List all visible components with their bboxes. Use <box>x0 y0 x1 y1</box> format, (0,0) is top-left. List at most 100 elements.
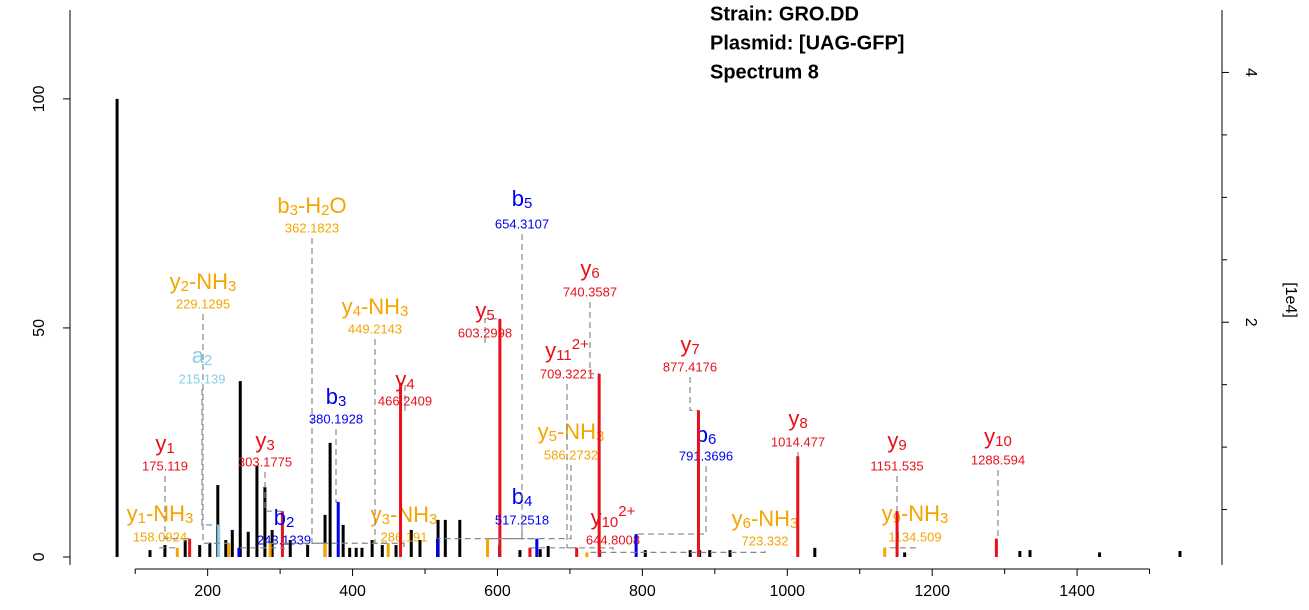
ion-label-part: 5 <box>486 307 494 324</box>
mz-label: 175.119 <box>142 458 188 473</box>
mz-label: 243.1339 <box>257 532 311 547</box>
ion-label: y4 <box>395 367 414 394</box>
ion-label-part: y <box>984 424 995 449</box>
peak <box>208 543 211 557</box>
annotated-peak <box>535 539 538 557</box>
ion-label-part: 4 <box>524 493 532 510</box>
ion-label: b3-H2O <box>277 193 346 220</box>
annotated-peak <box>188 539 191 557</box>
peak <box>395 545 398 557</box>
ion-label: y5-NH3 <box>538 419 605 446</box>
y-tick-label: 100 <box>31 85 48 112</box>
x-tick-label: 1400 <box>1059 583 1095 600</box>
ion-label-part: O <box>330 193 347 218</box>
annotated-peak <box>896 511 899 557</box>
ion-label: y6-NH3 <box>732 506 799 533</box>
ion-label-part: 2 <box>321 202 329 219</box>
ion-label-part: y <box>732 506 743 531</box>
ion-label: y4-NH3 <box>342 294 409 321</box>
ion-label-part: y <box>788 406 799 431</box>
ion-label: y1 <box>155 431 174 458</box>
ion-label-part: y <box>371 502 382 527</box>
ion-label-part: 2 <box>181 278 189 295</box>
connector <box>636 466 706 534</box>
peak <box>1018 551 1021 557</box>
y-tick-label: 0 <box>31 552 48 561</box>
ion-label-part: y <box>538 419 549 444</box>
peak <box>813 548 816 557</box>
ion-label-part: 10 <box>602 514 619 531</box>
peak <box>198 545 201 557</box>
x-tick-label: 600 <box>484 583 511 600</box>
peak <box>342 525 345 557</box>
mz-label: 603.2998 <box>458 325 512 340</box>
ion-label: y7 <box>680 332 699 359</box>
connector <box>590 302 599 374</box>
y2-axis-label: [1e4] <box>1282 282 1299 318</box>
ion-label-part: 1 <box>166 440 174 457</box>
ion-label-part: 2 <box>286 514 294 531</box>
annotated-peak <box>269 543 272 557</box>
connector <box>203 314 229 543</box>
peak <box>1178 551 1181 557</box>
ion-label-part: y <box>255 428 266 453</box>
mz-label: 1288.594 <box>971 452 1025 467</box>
annotated-peak <box>237 548 240 557</box>
ion-label: y9-NH3 <box>882 501 949 528</box>
ion-label-part: -NH <box>189 269 228 294</box>
mz-label: 303.1775 <box>238 454 292 469</box>
y-tick-label: 50 <box>31 319 48 337</box>
peak <box>381 545 384 557</box>
ion-label-part: 3 <box>338 393 346 410</box>
ion-label: y10 <box>984 424 1012 451</box>
ion-label-part: 6 <box>591 265 599 282</box>
ion-label-part: 2+ <box>618 503 635 520</box>
peak <box>348 548 351 557</box>
mz-label: 215.139 <box>179 371 226 386</box>
ion-label: b2 <box>274 505 295 532</box>
ion-label-part: -H <box>298 193 321 218</box>
annotated-peak <box>598 374 601 557</box>
ion-label-part: 4 <box>353 303 361 320</box>
ion-label: y102+ <box>591 503 636 531</box>
ion-label-part: 8 <box>799 415 807 432</box>
ion-label-part: 11 <box>556 347 572 364</box>
ion-label-part: 3 <box>290 202 298 219</box>
ion-label-part: y <box>395 367 406 392</box>
peak <box>1098 552 1101 557</box>
ion-label-part: b <box>277 193 289 218</box>
annotated-peak <box>436 539 439 557</box>
ion-label-part: 6 <box>743 515 751 532</box>
connector <box>312 238 325 543</box>
annotated-peak <box>796 456 799 557</box>
mz-label: 740.3587 <box>563 284 617 299</box>
annotated-peak <box>697 410 700 557</box>
mz-label: 466.2409 <box>378 393 432 408</box>
ion-label: y3-NH3 <box>371 502 438 529</box>
peak <box>116 99 119 557</box>
header-line: Strain: GRO.DD <box>710 3 859 25</box>
ion-label: b5 <box>512 186 533 213</box>
annotated-peak <box>324 543 327 557</box>
ion-label: y9 <box>887 428 906 455</box>
ion-label-part: 7 <box>691 341 699 358</box>
annotated-peak <box>635 534 638 557</box>
annotated-peak <box>883 548 886 557</box>
ion-label-part: -NH <box>361 294 400 319</box>
connector <box>996 470 998 539</box>
ion-label-part: -NH <box>146 501 185 526</box>
connector <box>690 377 698 410</box>
peak <box>329 443 332 557</box>
mz-label: 644.8008 <box>586 532 640 547</box>
ion-label-part: 2+ <box>572 336 589 353</box>
ion-label-part: 3 <box>228 278 236 295</box>
connector <box>567 384 577 548</box>
ion-label-part: 5 <box>524 195 532 212</box>
peak <box>231 530 234 557</box>
peak <box>371 540 374 557</box>
peak <box>163 545 166 557</box>
mz-label: 229.1295 <box>176 296 230 311</box>
ion-label-part: y <box>680 332 691 357</box>
annotated-peak <box>399 383 402 557</box>
